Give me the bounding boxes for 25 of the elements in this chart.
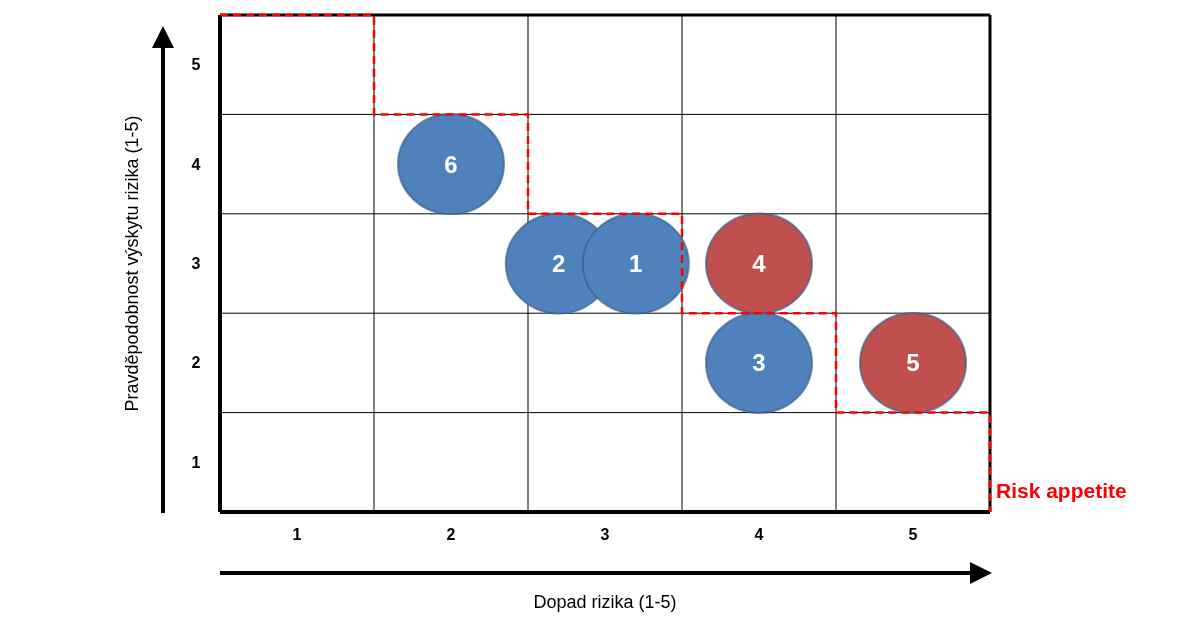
series-label: 6: [444, 150, 458, 178]
x-tick-label: 4: [754, 526, 764, 543]
y-tick-label: 2: [191, 354, 201, 372]
point: [859, 311, 967, 414]
x-tick-label: 2: [446, 526, 456, 543]
x-axis-title: Dopad rizika (1-5): [533, 592, 677, 612]
series-label: Risk appetite: [996, 479, 1127, 502]
point: [581, 212, 690, 315]
y-tick-label: 4: [191, 155, 201, 173]
x-tick-label: 5: [908, 526, 918, 543]
point: [705, 311, 813, 414]
series-label: 5: [906, 349, 920, 377]
point: [705, 212, 813, 315]
series-label: 1: [629, 250, 643, 277]
y-tick-label: 3: [191, 255, 201, 272]
series-label: 2: [552, 250, 566, 277]
series-label: 4: [752, 250, 767, 277]
y-axis-title: Pravděpodobnost výskytu rizika (1-5): [122, 115, 142, 412]
x-tick-label: 3: [600, 526, 610, 543]
series-label: 3: [752, 349, 766, 377]
y-tick-label: 5: [191, 56, 201, 74]
line-series: [218, 13, 992, 514]
x-tick-label: 1: [292, 526, 302, 543]
point: [397, 113, 505, 216]
y-tick-label: 1: [191, 453, 201, 471]
